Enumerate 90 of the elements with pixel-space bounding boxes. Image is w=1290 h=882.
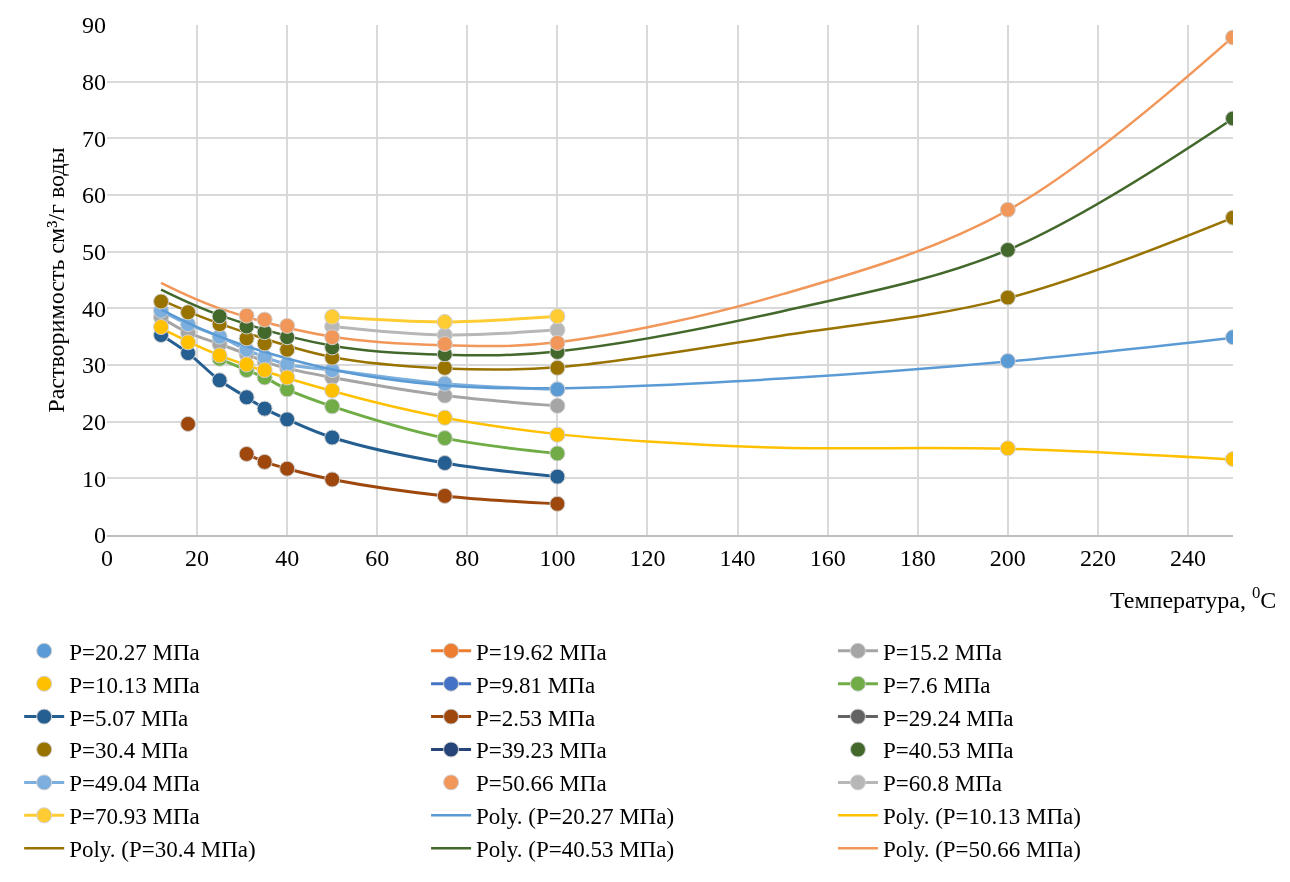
point	[238, 389, 255, 406]
point	[279, 460, 296, 477]
point	[549, 334, 566, 351]
point	[549, 359, 566, 376]
x-tick-label: 200	[989, 544, 1026, 571]
legend-label: P=2.53 МПа	[476, 705, 596, 731]
y-tick-label: 80	[82, 69, 106, 96]
x-tick-label: 240	[1169, 544, 1206, 571]
legend-label: P=9.81 МПа	[476, 672, 596, 698]
point	[211, 308, 228, 325]
legend-label: P=5.07 МПа	[69, 705, 189, 731]
point	[549, 308, 566, 325]
point	[436, 359, 453, 376]
legend-label: P=49.04 МПа	[69, 771, 200, 797]
point	[238, 445, 255, 462]
point	[549, 445, 566, 462]
point	[180, 415, 197, 432]
point	[324, 382, 341, 399]
point	[279, 317, 296, 334]
legend-label: P=39.23 МПа	[476, 738, 607, 764]
y-tick-label: 30	[82, 352, 106, 379]
point	[324, 429, 341, 446]
legend-label: Poly. (P=20.27 МПа)	[476, 804, 675, 830]
point	[549, 426, 566, 443]
x-tick-label: 80	[455, 544, 480, 571]
legend-label: P=70.93 МПа	[69, 804, 200, 830]
point	[999, 289, 1016, 306]
point	[436, 487, 453, 504]
point	[436, 313, 453, 330]
x-tick-label: 60	[365, 544, 390, 571]
point	[279, 369, 296, 386]
point	[153, 293, 170, 310]
point	[549, 397, 566, 414]
legend-label: P=10.13 МПа	[69, 672, 200, 698]
point	[324, 308, 341, 325]
legend-label: Poly. (P=30.4 МПа)	[69, 837, 256, 863]
legend-label: Poly. (P=10.13 МПа)	[882, 804, 1081, 830]
point	[324, 398, 341, 415]
point	[436, 430, 453, 447]
x-tick-label: 140	[719, 544, 756, 571]
legend-label: P=60.8 МПа	[882, 771, 1002, 797]
y-tick-label: 60	[82, 182, 106, 209]
x-tick-label: 180	[899, 544, 936, 571]
x-tick-label: 40	[275, 544, 300, 571]
y-tick-label: 10	[82, 465, 106, 492]
x-tick-label: 160	[809, 544, 846, 571]
y-tick-label: 40	[82, 295, 106, 322]
legend-label: P=7.6 МПа	[882, 672, 991, 698]
point	[256, 362, 273, 379]
point	[999, 440, 1016, 457]
point	[256, 400, 273, 417]
legend-label: P=29.24 МПа	[882, 705, 1014, 731]
point	[324, 329, 341, 346]
point	[436, 336, 453, 353]
y-tick-label: 90	[82, 12, 106, 39]
y-tick-label: 50	[82, 239, 106, 266]
legend-label: P=19.62 МПа	[476, 639, 607, 665]
point	[153, 319, 170, 336]
point	[436, 409, 453, 426]
point	[549, 468, 566, 485]
point	[549, 495, 566, 512]
legend-label: P=50.66 МПа	[476, 771, 607, 797]
x-tick-label: 20	[185, 544, 210, 571]
y-tick-label: 70	[82, 125, 106, 152]
x-tick-label: 120	[629, 544, 666, 571]
x-axis-title: Температура, $^{0}$C	[1110, 583, 1277, 614]
legend-label: Poly. (P=40.53 МПа)	[476, 837, 675, 863]
point	[999, 353, 1016, 370]
y-axis-title: Растворимость см³/г воды	[43, 147, 70, 413]
legend-label: P=30.4 МПа	[69, 738, 189, 764]
legend-label: P=40.53 МПа	[882, 738, 1014, 764]
point	[999, 241, 1016, 258]
x-tick-label: 220	[1079, 544, 1116, 571]
x-tick-label: 100	[539, 544, 576, 571]
point	[180, 304, 197, 321]
point	[279, 411, 296, 428]
legend-label: P=15.2 МПа	[882, 639, 1002, 665]
legend-label: P=20.27 МПа	[69, 639, 200, 665]
point	[256, 311, 273, 328]
y-tick-label: 0	[94, 522, 106, 549]
point	[256, 453, 273, 470]
legend-label: Poly. (P=50.66 МПа)	[882, 837, 1081, 863]
point	[436, 455, 453, 472]
point	[324, 471, 341, 488]
point	[211, 372, 228, 389]
point	[238, 307, 255, 324]
point	[180, 334, 197, 351]
point	[999, 201, 1016, 218]
point	[238, 356, 255, 373]
y-tick-label: 20	[82, 409, 106, 436]
